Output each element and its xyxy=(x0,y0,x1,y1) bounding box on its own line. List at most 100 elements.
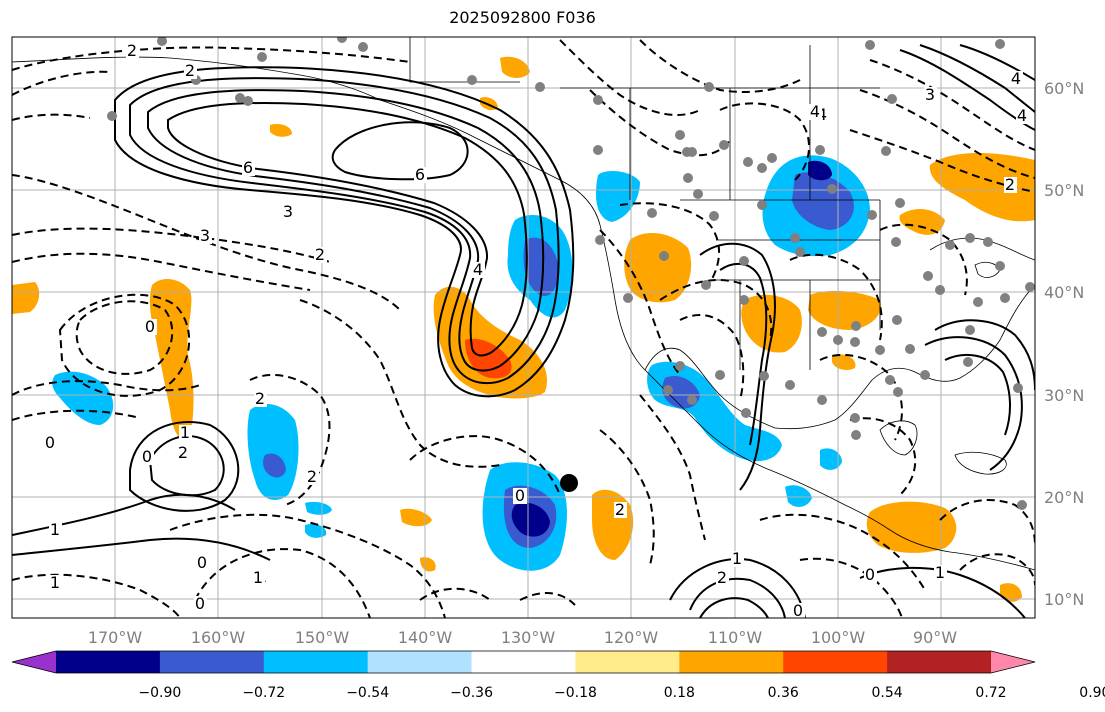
contour-label: 0 xyxy=(515,486,525,505)
colorbar-extend-high xyxy=(991,651,1035,673)
contour-label-bg xyxy=(1010,71,1023,87)
lon-tick: 120°W xyxy=(604,628,659,647)
lon-tick: 110°W xyxy=(708,628,763,647)
lon-tick: 170°W xyxy=(88,628,143,647)
colorbar-tick-label: −0.54 xyxy=(346,685,389,701)
colorbar-segment xyxy=(887,651,992,673)
contour-label-bg xyxy=(44,435,57,451)
colorbar-tick-label: 0.54 xyxy=(872,685,903,701)
colorbar-tick-label: −0.90 xyxy=(138,685,181,701)
colorbar-tick-label: −0.72 xyxy=(242,685,285,701)
colorbar-segment xyxy=(367,651,473,673)
contour-label: 2 xyxy=(1005,175,1015,194)
contour-label: 0 xyxy=(145,317,155,336)
contour-label: 2 xyxy=(615,500,625,519)
contour-label: 0 xyxy=(45,433,55,452)
contour-label: 1 xyxy=(253,568,263,587)
contour-label: 1 xyxy=(180,423,190,442)
contour-label-bg xyxy=(809,104,822,120)
colorbar-ticks: −0.90 −0.72 −0.54 −0.36 −0.18 0.18 0.36 0.54 0.7… xyxy=(138,685,1105,701)
contour-label-bg xyxy=(199,228,212,244)
lon-tick: 160°W xyxy=(191,628,246,647)
contour-label: 1 xyxy=(935,563,945,582)
contour-label: 1 xyxy=(50,573,60,592)
colorbar-tick-label: −0.18 xyxy=(554,685,597,701)
colorbar-tick-label: 0.90 xyxy=(1079,685,1105,701)
contour-label: 4 xyxy=(473,260,483,279)
lat-tick: 50°N xyxy=(1044,181,1084,200)
contour-label: 2 xyxy=(717,568,727,587)
contour-label-bg xyxy=(282,204,295,220)
lat-tick: 30°N xyxy=(1044,386,1084,405)
contour-label-bg xyxy=(184,63,197,79)
contour-label-bg xyxy=(472,262,485,278)
contour-label: 3 xyxy=(925,85,935,104)
contour-label-bg xyxy=(414,167,427,183)
contour-label: 0 xyxy=(197,553,207,572)
lat-tick: 20°N xyxy=(1044,488,1084,507)
colorbar-tick-label: 0.18 xyxy=(664,685,695,701)
lon-tick: 130°W xyxy=(501,628,556,647)
colorbar-tick-label: −0.36 xyxy=(450,685,493,701)
contours xyxy=(12,39,1035,618)
contour-label: 2 xyxy=(185,61,195,80)
contour-label-bg xyxy=(194,596,207,612)
lat-tick: 10°N xyxy=(1044,590,1084,609)
colorbar-segment xyxy=(471,651,576,673)
contour-label-bg xyxy=(1016,108,1029,124)
contour-label: 2 xyxy=(127,41,137,60)
contour-label: 2 xyxy=(178,443,188,462)
colorbar-outline xyxy=(11,650,1036,674)
contour-label-bg xyxy=(716,570,729,586)
contour-label-bg xyxy=(792,603,805,618)
contour-label-bg xyxy=(49,522,62,538)
plot-area: 226643324211000124232400110212001104 xyxy=(12,37,1035,620)
colorbar-segment xyxy=(263,651,369,673)
colorbar-tick-label: 0.72 xyxy=(975,685,1006,701)
contour-label: 3 xyxy=(200,226,210,245)
contour-labels: 226643324211000124232400110212001104 xyxy=(44,41,1029,620)
contour-label-bg xyxy=(864,567,877,583)
contour-label-bg xyxy=(924,87,937,103)
longitude-ticks: 170°W 160°W 150°W 140°W 130°W 120°W 110°… xyxy=(88,628,957,647)
contour-label-bg xyxy=(242,160,255,176)
contour-label: 4 xyxy=(1017,106,1027,125)
contour-label: 0 xyxy=(865,565,875,584)
contour-label: 4 xyxy=(1011,69,1021,88)
contour-label-bg xyxy=(49,575,62,591)
contour-label: 2 xyxy=(315,245,325,264)
contour-label: 6 xyxy=(243,158,253,177)
contour-label-bg xyxy=(252,570,265,586)
contour-label: 6 xyxy=(415,165,425,184)
contour-label-bg xyxy=(144,319,157,335)
contour-label-bg xyxy=(314,247,327,263)
colorbar-segment xyxy=(56,651,161,673)
contour-label: 2 xyxy=(255,389,265,408)
contour-label-bg xyxy=(196,555,209,571)
storm-center-marker xyxy=(560,474,578,492)
contour-label-bg xyxy=(306,469,319,485)
lon-tick: 100°W xyxy=(811,628,866,647)
contour-label: 1 xyxy=(50,520,60,539)
latitude-ticks: 60°N 50°N 40°N 30°N 20°N 10°N xyxy=(1044,79,1084,609)
contour-label: 0 xyxy=(793,601,803,620)
plot-frame xyxy=(11,36,1036,619)
contour-label-bg xyxy=(731,551,744,567)
contour-label-bg xyxy=(141,449,154,465)
contour-label-bg xyxy=(514,488,527,504)
contour-label: 2 xyxy=(307,467,317,486)
station-markers xyxy=(107,37,1035,510)
contour-label: 0 xyxy=(195,594,205,613)
contour-label-bg xyxy=(1004,177,1017,193)
contour-label-bg xyxy=(126,43,139,59)
contour-label: 0 xyxy=(142,447,152,466)
contour-label: 4 xyxy=(810,102,820,121)
lat-tick: 60°N xyxy=(1044,79,1084,98)
colorbar-extend-low xyxy=(12,651,56,673)
contour-label-bg xyxy=(179,425,192,441)
colorbar-tick-label: 0.36 xyxy=(768,685,799,701)
contour-label: 1 xyxy=(732,549,742,568)
lat-tick: 40°N xyxy=(1044,283,1084,302)
map-title: 2025092800 F036 xyxy=(449,8,596,27)
